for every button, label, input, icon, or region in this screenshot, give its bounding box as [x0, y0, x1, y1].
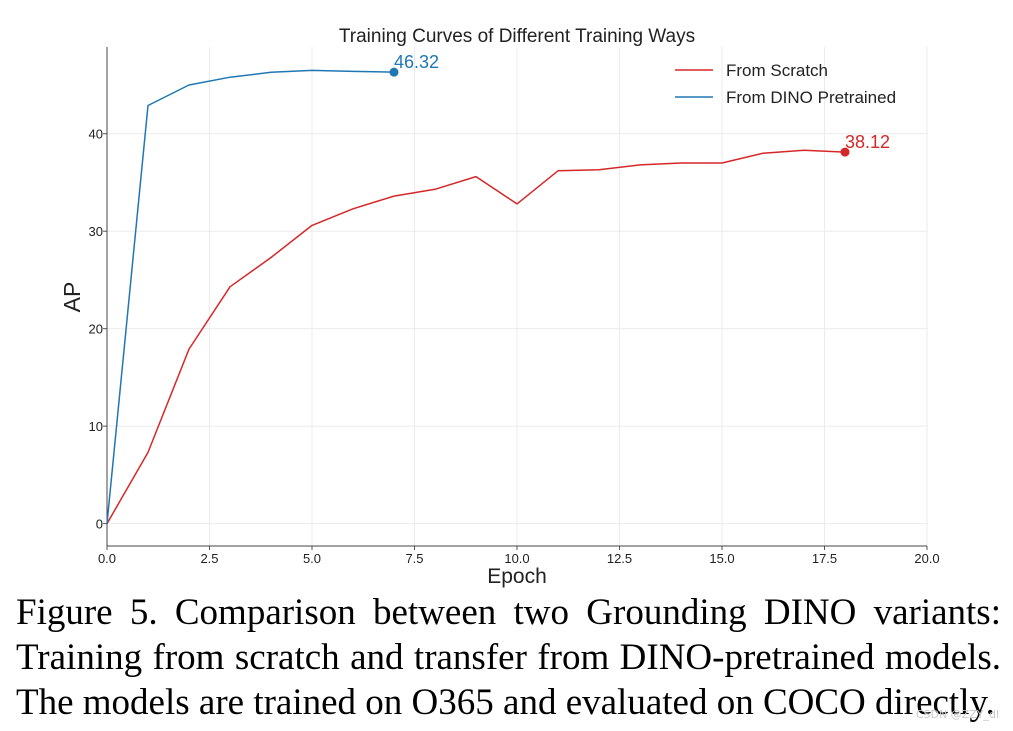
- y-tick-label: 40: [89, 127, 103, 142]
- legend: From Scratch From DINO Pretrained: [675, 61, 896, 107]
- grid-lines: [106, 47, 928, 546]
- series-endpoint-1: [389, 67, 399, 77]
- y-tick-label: 10: [89, 419, 103, 434]
- series-endpoint-0: [840, 147, 850, 157]
- x-tick-label: 17.5: [812, 551, 837, 566]
- chart-title: Training Curves of Different Training Wa…: [339, 26, 695, 47]
- y-axis-label: AP: [59, 282, 85, 313]
- x-tick-label: 10.0: [504, 551, 529, 566]
- y-tick-label: 0: [96, 517, 103, 532]
- legend-label-1: From DINO Pretrained: [726, 88, 896, 107]
- series-end-label-0: 38.12: [845, 132, 890, 152]
- x-tick-label: 2.5: [200, 551, 218, 566]
- series-end-label-1: 46.32: [394, 52, 439, 72]
- x-tick-label: 5.0: [303, 551, 321, 566]
- x-tick-label: 0.0: [98, 551, 116, 566]
- y-tick-label: 20: [89, 322, 103, 337]
- legend-label-0: From Scratch: [726, 61, 828, 80]
- axes: 0.0 2.5 5.0 7.5 10.0 12.5 15.0 17.5 20.0 0 10 20 30 4…: [89, 47, 940, 566]
- x-tick-label: 7.5: [405, 551, 423, 566]
- series-line-0: [106, 149, 846, 524]
- x-tick-label: 12.5: [607, 551, 632, 566]
- x-axis-label: Epoch: [487, 565, 547, 588]
- training-curves-chart: 0.0 2.5 5.0 7.5 10.0 12.5 15.0 17.5 20.0 0 10 20 30 4…: [59, 26, 940, 588]
- series-line-1: [106, 69, 395, 524]
- watermark: CSDN @ZZY_dl: [915, 708, 999, 721]
- figure-caption: Figure 5. Comparison between two Groundi…: [16, 592, 1001, 723]
- series-lines: 38.12 46.32: [106, 52, 890, 524]
- y-tick-label: 30: [89, 224, 103, 239]
- x-tick-label: 15.0: [709, 551, 734, 566]
- x-tick-label: 20.0: [914, 551, 939, 566]
